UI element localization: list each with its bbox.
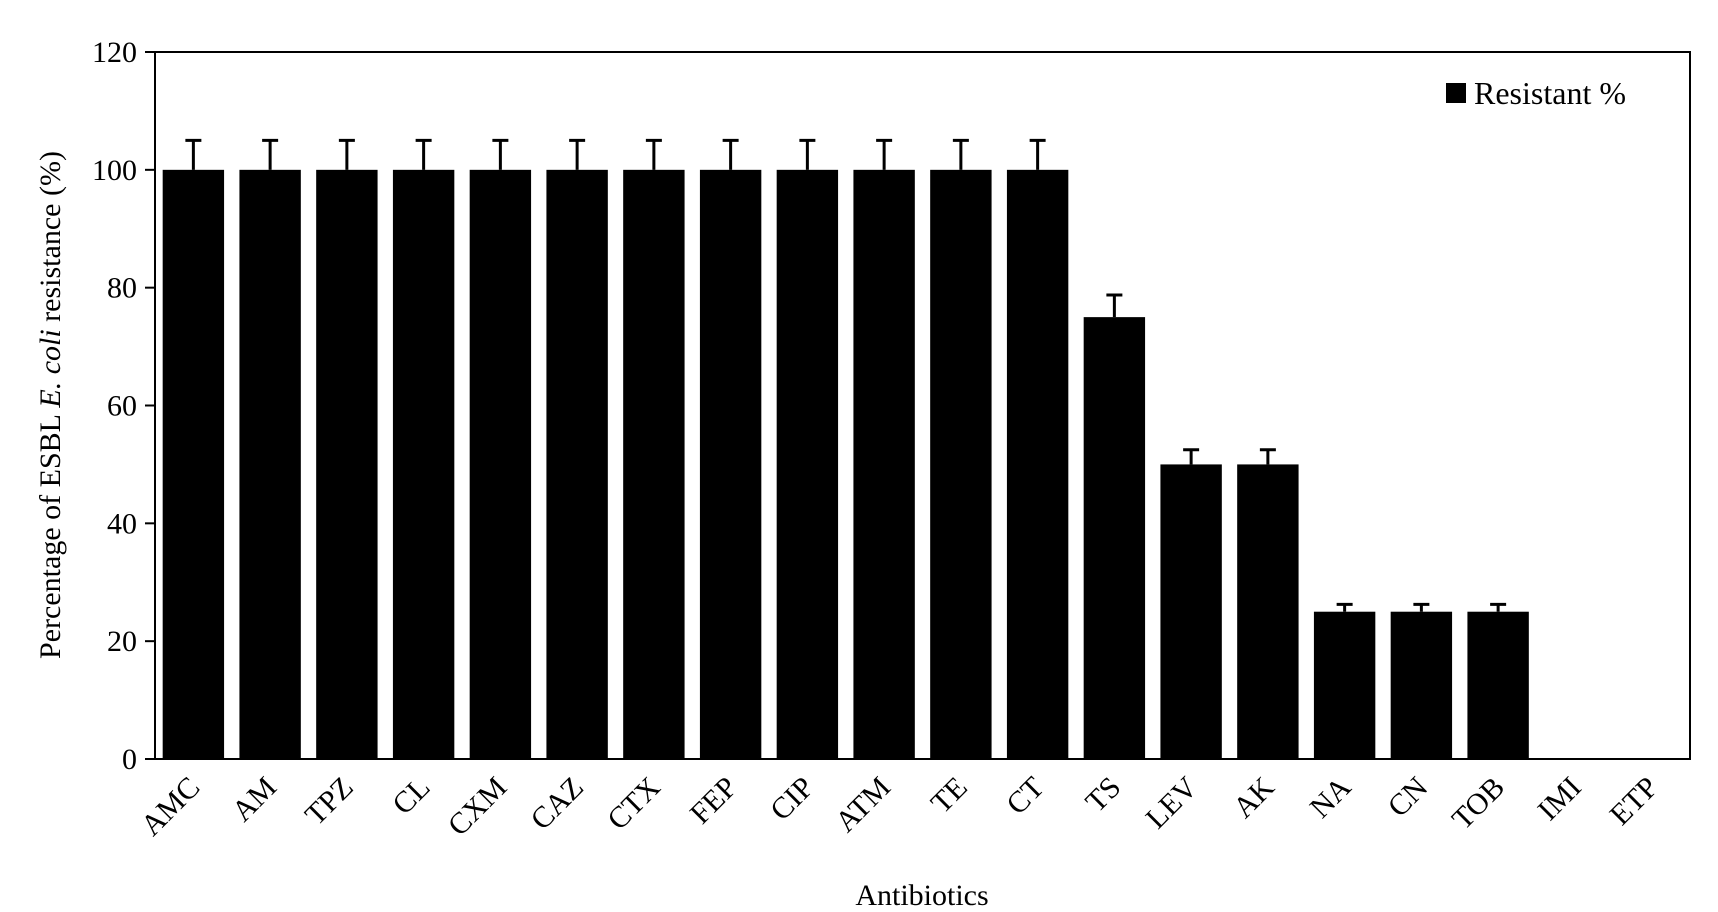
bar-tpz xyxy=(316,169,378,760)
y-tick-label: 20 xyxy=(107,625,137,658)
y-tick-label: 40 xyxy=(107,507,137,540)
x-axis-title: Antibiotics xyxy=(855,879,988,912)
x-tick-label-atm: ATM xyxy=(829,771,897,839)
x-tick-label-cl: CL xyxy=(386,771,436,821)
y-tick-label: 120 xyxy=(92,36,137,69)
bar-ctx xyxy=(623,169,685,760)
bar-ct xyxy=(1006,169,1069,760)
y-tick-label: 0 xyxy=(122,743,137,776)
x-tick-label-lev: LEV xyxy=(1139,770,1204,835)
bar-cxm xyxy=(469,169,532,760)
bar-cl xyxy=(392,169,455,760)
bar-amc xyxy=(162,169,225,760)
bar-etp xyxy=(1620,758,1683,759)
x-tick-label-cn: CN xyxy=(1382,771,1435,824)
x-tick-label-fep: FEP xyxy=(684,771,744,831)
x-tick-label-te: TE xyxy=(925,771,974,820)
x-tick-label-ct: CT xyxy=(1000,771,1050,821)
bar-tob xyxy=(1467,611,1529,759)
x-tick-label-na: NA xyxy=(1304,770,1358,824)
x-tick-label-amc: AMC xyxy=(135,771,207,843)
x-tick-label-cxm: CXM xyxy=(442,771,514,843)
bar-te xyxy=(930,169,992,760)
y-axis-title-part-3: resistance (%) xyxy=(34,151,67,329)
error-bars-group xyxy=(185,138,1507,612)
bar-am xyxy=(239,169,301,760)
bars-group xyxy=(162,169,1683,760)
bar-caz xyxy=(546,169,608,760)
y-tick-label: 100 xyxy=(92,154,137,187)
x-tick-label-ts: TS xyxy=(1079,771,1127,819)
x-tick-label-ak: AK xyxy=(1227,770,1281,824)
x-tick-label-caz: CAZ xyxy=(524,771,590,837)
bar-lev xyxy=(1160,464,1222,759)
y-axis-title-species: E. coli xyxy=(34,329,67,408)
bar-ts xyxy=(1083,317,1146,759)
x-tick-label-ctx: CTX xyxy=(601,770,667,836)
x-tick-label-tob: TOB xyxy=(1446,771,1511,836)
y-axis: 0 20 40 60 80 100 120 xyxy=(92,36,155,776)
bar-atm xyxy=(853,169,915,760)
legend: Resistant % xyxy=(1446,75,1626,111)
legend-label: Resistant % xyxy=(1474,75,1626,111)
plot-area-frame xyxy=(154,51,1691,760)
bar-ak xyxy=(1237,464,1299,759)
y-tick-label: 80 xyxy=(107,272,137,305)
y-axis-title-part-1: Percentage of ESBL xyxy=(34,408,67,659)
x-tick-label-tpz: TPZ xyxy=(299,771,360,832)
bar-cip xyxy=(776,169,839,760)
x-axis: AMC AM TPZ CL CXM CAZ CTX FEP CIP ATM TE CT TS LEV AK N… xyxy=(135,770,1665,842)
x-tick-label-imi: IMI xyxy=(1531,771,1587,827)
x-tick-label-etp: ETP xyxy=(1604,771,1665,832)
y-tick-label: 60 xyxy=(107,390,137,423)
y-axis-title: Percentage of ESBL E. coli resistance (%… xyxy=(34,151,67,659)
x-tick-label-cip: CIP xyxy=(764,771,820,827)
legend-swatch xyxy=(1446,83,1466,103)
bar-fep xyxy=(699,169,762,760)
bar-imi xyxy=(1544,758,1606,759)
bar-na xyxy=(1313,611,1376,759)
x-tick-label-am: AM xyxy=(226,771,284,829)
bar-cn xyxy=(1390,611,1453,759)
